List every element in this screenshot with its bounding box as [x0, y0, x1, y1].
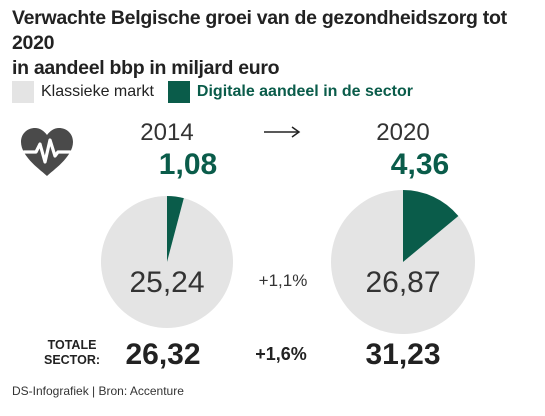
- total-value-2020: 31,23: [365, 338, 440, 371]
- total-value-2014: 26,32: [125, 338, 200, 371]
- digital-value-2020: 4,36: [391, 148, 449, 181]
- growth-classic: +1,1%: [259, 271, 308, 290]
- chart-title: Verwachte Belgische groei van de gezondh…: [12, 6, 537, 81]
- arrow-right-icon: [264, 126, 301, 138]
- pie-2020: [330, 190, 475, 334]
- classic-value-2014: 25,24: [129, 266, 204, 299]
- chart-area: 2014 2020 1,08 4,36 25,24 26,87 +1,1% TO…: [44, 119, 475, 371]
- pie-2014: [101, 196, 234, 328]
- legend-label-digital: Digitale aandeel in de sector: [196, 83, 413, 100]
- legend-label-classic: Klassieke markt: [41, 83, 154, 100]
- total-label-line-2: SECTOR:: [44, 353, 100, 367]
- year-label-2014: 2014: [140, 119, 193, 146]
- pie-slice-digital-2020: [403, 190, 459, 262]
- pie-slice-classic-2014: [101, 196, 234, 328]
- legend-swatch-digital: [167, 81, 190, 103]
- pie-slice-digital-2014: [167, 196, 184, 262]
- legend-swatch-classic: [12, 81, 34, 103]
- legend: Klassieke markt Digitale aandeel in de s…: [12, 80, 427, 104]
- footer-source: DS-Infografiek | Bron: Accenture: [12, 384, 184, 398]
- total-label-line-1: TOTALE: [48, 338, 97, 352]
- heart-pulse-icon: [21, 128, 73, 176]
- chart-title-line-1: Verwachte Belgische groei van de gezondh…: [12, 7, 507, 54]
- year-label-2020: 2020: [376, 119, 429, 146]
- digital-value-2014: 1,08: [159, 148, 217, 181]
- growth-total: +1,6%: [255, 344, 307, 364]
- pie-slice-classic-2020: [330, 190, 475, 334]
- classic-value-2020: 26,87: [365, 266, 440, 299]
- chart-title-line-2: in aandeel bbp in miljard euro: [12, 57, 280, 79]
